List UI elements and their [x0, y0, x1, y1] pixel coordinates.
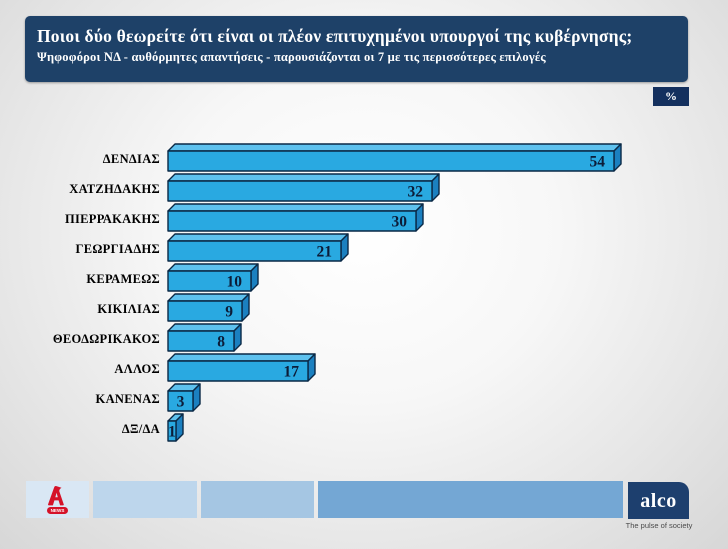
bar: 10	[167, 263, 259, 292]
category-label: ΠΙΕΡΡΑΚΑΚΗΣ	[64, 212, 160, 226]
footer-tile-4	[318, 481, 623, 518]
alco-logo: alco	[628, 482, 689, 519]
bar: 30	[167, 203, 424, 232]
chart-row: ΠΙΕΡΡΑΚΑΚΗΣ 30	[0, 203, 728, 233]
bar: 21	[167, 233, 349, 262]
category-label: ΔΕΝΔΙΑΣ	[102, 152, 160, 166]
bar: 54	[167, 143, 622, 172]
bar: 1	[167, 413, 184, 442]
footer-tile-2	[93, 481, 197, 518]
category-label: ΔΞ/ΔΑ	[121, 422, 160, 436]
bar: 3	[167, 383, 201, 412]
bar-value-label: 54	[590, 154, 606, 171]
category-label: ΚΕΡΑΜΕΩΣ	[86, 272, 160, 286]
chart-row: ΓΕΩΡΓΙΑΔΗΣ 21	[0, 233, 728, 263]
bar: 32	[167, 173, 440, 202]
chart-row: ΚΕΡΑΜΕΩΣ 10	[0, 263, 728, 293]
chart-row: ΚΙΚΙΛΙΑΣ 9	[0, 293, 728, 323]
category-label: ΚΑΝΕΝΑΣ	[95, 392, 160, 406]
question-title: Ποιοι δύο θεωρείτε ότι είναι οι πλέον επ…	[37, 26, 633, 46]
bar-value-label: 17	[284, 364, 300, 381]
chart-row: ΘΕΟΔΩΡΙΚΑΚΟΣ 8	[0, 323, 728, 353]
footer-tile-alpha: NEWS	[26, 481, 89, 518]
bar: 9	[167, 293, 250, 322]
bar: 8	[167, 323, 242, 352]
alco-logo-text: alco	[640, 489, 677, 512]
bar-chart: ΔΕΝΔΙΑΣ 54 ΧΑΤΖΗΔΑΚΗΣ 32 ΠΙΕΡΡΑΚΑΚΗΣ 30 ΓΕΩΡΓΙ…	[0, 143, 728, 443]
category-label: ΘΕΟΔΩΡΙΚΑΚΟΣ	[52, 332, 160, 346]
bar: 17	[167, 353, 316, 382]
bar-value-label: 3	[177, 394, 185, 411]
bar-value-label: 10	[227, 274, 243, 291]
footer-tile-3	[201, 481, 314, 518]
alpha-news-label: NEWS	[51, 508, 65, 513]
alco-tagline: The pulse of society	[625, 521, 693, 530]
chart-row: ΑΛΛΟΣ 17	[0, 353, 728, 383]
category-label: ΑΛΛΟΣ	[114, 362, 160, 376]
bar-value-label: 8	[217, 334, 225, 351]
percent-unit-badge: %	[653, 87, 689, 106]
bar-value-label: 30	[392, 214, 408, 231]
chart-row: ΚΑΝΕΝΑΣ 3	[0, 383, 728, 413]
chart-row: ΔΕΝΔΙΑΣ 54	[0, 143, 728, 173]
bar-value-label: 1	[168, 424, 176, 441]
alpha-news-logo-icon: NEWS	[47, 485, 68, 514]
chart-row: ΧΑΤΖΗΔΑΚΗΣ 32	[0, 173, 728, 203]
category-label: ΧΑΤΖΗΔΑΚΗΣ	[69, 182, 160, 196]
category-label: ΚΙΚΙΛΙΑΣ	[97, 302, 160, 316]
question-subtitle: Ψηφοφόροι ΝΔ - αυθόρμητες απαντήσεις - π…	[37, 50, 546, 64]
question-header: Ποιοι δύο θεωρείτε ότι είναι οι πλέον επ…	[25, 16, 688, 82]
bar-value-label: 21	[317, 244, 333, 261]
bar-value-label: 32	[408, 184, 424, 201]
chart-row: ΔΞ/ΔΑ 1	[0, 413, 728, 443]
category-label: ΓΕΩΡΓΙΑΔΗΣ	[75, 242, 160, 256]
news-pill	[47, 507, 68, 514]
bar-value-label: 9	[225, 304, 233, 321]
